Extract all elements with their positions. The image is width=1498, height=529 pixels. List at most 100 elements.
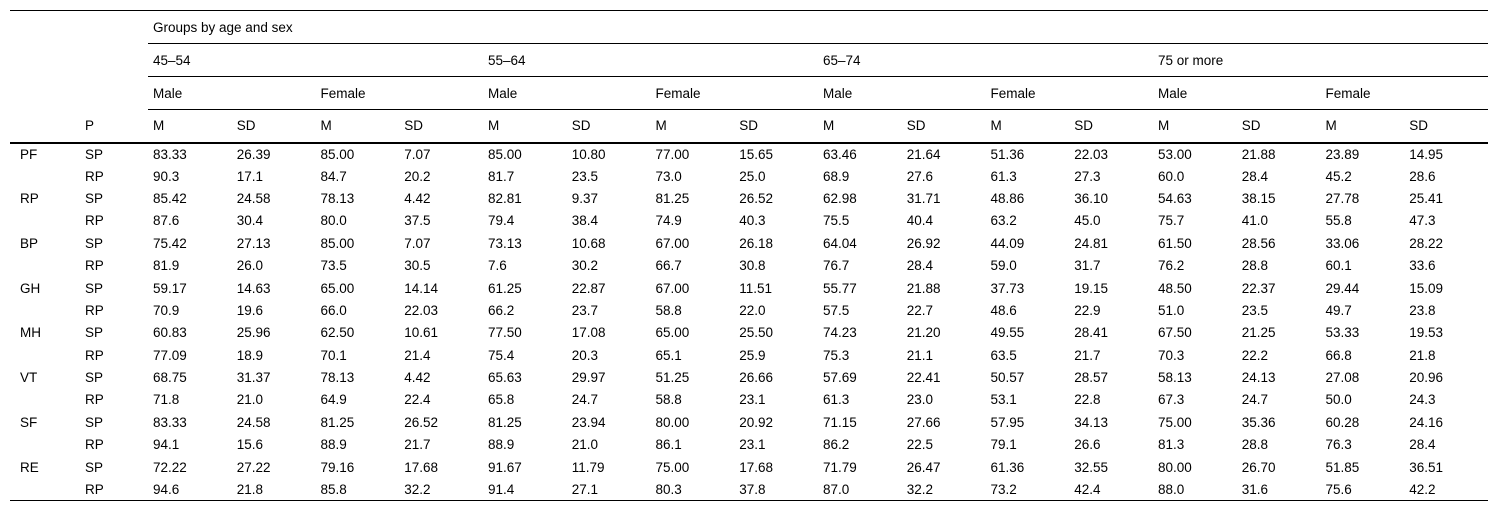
cell: 14.63	[236, 280, 271, 296]
cell: 44.09	[990, 235, 1025, 251]
cell: 61.25	[488, 280, 522, 296]
cell: 25.50	[739, 325, 774, 341]
cell: 88.9	[488, 437, 515, 453]
cell: 65.00	[320, 280, 355, 296]
cell: 38.15	[1241, 190, 1276, 206]
cell: 27.08	[1325, 370, 1360, 386]
cell: 14.14	[404, 280, 439, 296]
row-label: RE	[20, 459, 39, 475]
cell: 37.8	[739, 481, 766, 497]
cell: 31.7	[1074, 258, 1101, 274]
cell: 24.81	[1074, 235, 1109, 251]
cell: 53.33	[1325, 325, 1360, 341]
row-p-label: RP	[85, 437, 104, 453]
cell: 61.3	[990, 168, 1017, 184]
cell: 49.55	[990, 325, 1025, 341]
cell: 34.13	[1074, 414, 1109, 430]
cell: 35.36	[1241, 414, 1276, 430]
cell: 26.52	[739, 190, 774, 206]
cell: 79.4	[488, 213, 515, 229]
stat-header: M	[1153, 109, 1237, 144]
stat-header: SD	[231, 109, 316, 144]
cell: 73.0	[655, 168, 682, 184]
cell: 51.25	[655, 370, 690, 386]
cell: 75.4	[488, 347, 515, 363]
row-label: BP	[20, 235, 39, 251]
cell: 83.33	[153, 414, 187, 430]
cell: 62.50	[320, 325, 355, 341]
cell: 30.8	[739, 258, 766, 274]
cell: 20.92	[739, 414, 774, 430]
table-body: PF SP 83.33 26.39 85.00 7.07 85.00 10.80 77.00 15…	[10, 143, 1488, 501]
row-label	[10, 478, 80, 500]
cell: 25.41	[1409, 190, 1444, 206]
table-row: RP 94.1 15.6 88.9 21.7 88.9 21.0 86.1 23.1 86.2 22…	[10, 434, 1488, 456]
cell: 71.15	[823, 414, 857, 430]
cell: 60.1	[1325, 258, 1352, 274]
cell: 17.1	[236, 168, 264, 184]
cell: 29.97	[571, 370, 606, 386]
cell: 23.89	[1325, 146, 1360, 162]
cell: 21.8	[236, 481, 264, 497]
cell: 21.0	[236, 392, 264, 408]
cell: 48.50	[1158, 280, 1192, 296]
cell: 81.25	[320, 414, 355, 430]
cell: 27.22	[236, 459, 271, 475]
stat-header: M	[818, 109, 902, 144]
cell: 10.68	[571, 235, 606, 251]
cell: 21.1	[906, 347, 934, 363]
header-row-age: 45–54 55–64 65–74 75 or more	[10, 43, 1488, 77]
cell: 23.94	[571, 414, 606, 430]
cell: 82.81	[488, 190, 522, 206]
cell: 64.9	[320, 392, 347, 408]
cell: 17.68	[404, 459, 439, 475]
cell: 26.6	[1074, 437, 1101, 453]
cell: 7.07	[404, 235, 431, 251]
cell: 21.7	[404, 437, 431, 453]
cell: 30.5	[404, 258, 431, 274]
cell: 23.5	[1241, 302, 1269, 318]
cell: 61.50	[1158, 235, 1192, 251]
cell: 41.0	[1241, 213, 1269, 229]
cell: 74.23	[823, 325, 857, 341]
stat-header: SD	[1069, 109, 1153, 144]
cell: 15.09	[1409, 280, 1444, 296]
sex-header: Male	[818, 76, 986, 110]
cell: 25.96	[236, 325, 271, 341]
cell: 60.0	[1158, 168, 1185, 184]
row-p-label: RP	[85, 258, 104, 274]
cell: 21.88	[906, 280, 941, 296]
cell: 42.2	[1409, 481, 1436, 497]
cell: 68.9	[823, 168, 850, 184]
cell: 57.5	[823, 302, 850, 318]
cell: 23.0	[906, 392, 934, 408]
row-p-label: SP	[85, 235, 104, 251]
cell: 21.7	[1074, 347, 1101, 363]
stat-header: SD	[1236, 109, 1321, 144]
cell: 45.0	[1074, 213, 1101, 229]
cell: 25.9	[739, 347, 766, 363]
cell: 28.4	[906, 258, 934, 274]
cell: 27.13	[236, 235, 271, 251]
table-row: RP 70.9 19.6 66.0 22.03 66.2 23.7 58.8 22.0 57.5 2…	[10, 299, 1488, 321]
cell: 53.1	[990, 392, 1017, 408]
cell: 68.75	[153, 370, 187, 386]
cell: 85.42	[153, 190, 187, 206]
header-spacer	[10, 44, 148, 77]
cell: 22.03	[1074, 146, 1109, 162]
cell: 58.13	[1158, 370, 1192, 386]
row-label	[10, 299, 80, 321]
cell: 75.3	[823, 347, 850, 363]
cell: 26.66	[739, 370, 774, 386]
cell: 65.8	[488, 392, 515, 408]
cell: 94.1	[153, 437, 180, 453]
cell: 75.00	[1158, 414, 1192, 430]
cell: 63.2	[990, 213, 1017, 229]
cell: 22.2	[1241, 347, 1269, 363]
cell: 32.2	[906, 481, 934, 497]
cell: 91.67	[488, 459, 522, 475]
stat-header: SD	[734, 109, 818, 144]
cell: 26.39	[236, 146, 271, 162]
cell: 67.00	[655, 280, 690, 296]
cell: 55.77	[823, 280, 857, 296]
